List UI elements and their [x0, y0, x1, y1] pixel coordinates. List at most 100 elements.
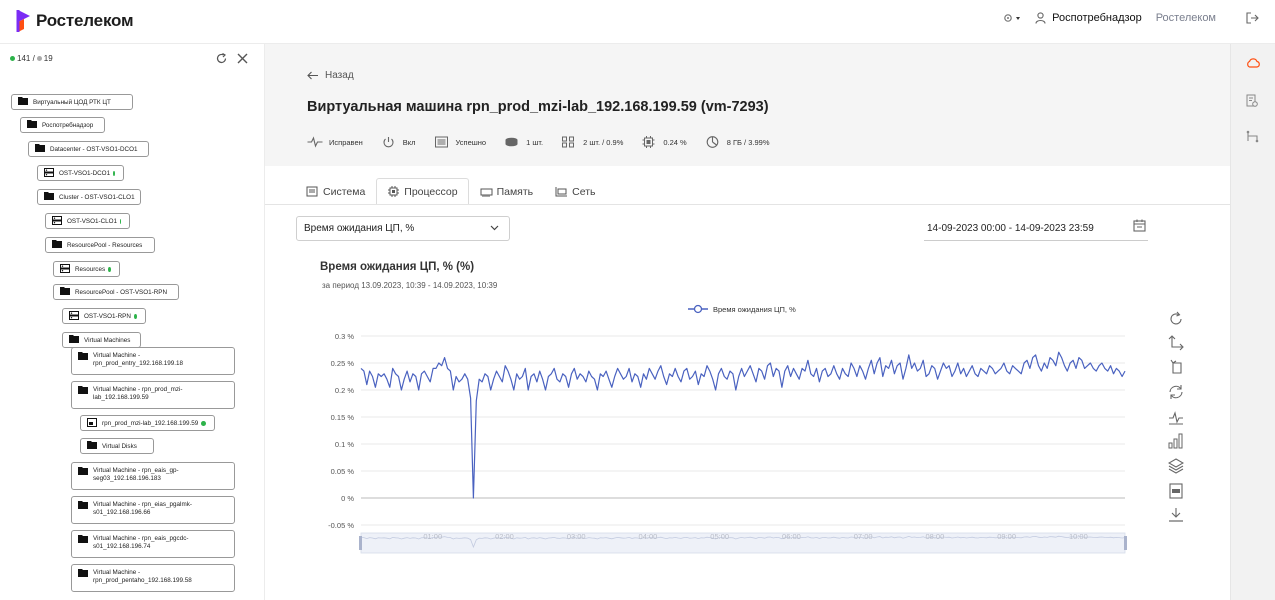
folder-icon [44, 192, 54, 202]
pulse-icon [307, 136, 323, 148]
close-icon[interactable] [237, 51, 248, 69]
memory-icon [480, 188, 493, 197]
tree-item[interactable]: Роспотребнадзор [20, 117, 105, 133]
series-line[interactable] [360, 351, 1126, 499]
tree-item-label: rpn_prod_mzi-lab_192.168.199.59 [102, 419, 199, 427]
stat-value: 0.24 % [663, 137, 687, 147]
y-tick-label: 0.2 % [335, 386, 355, 395]
brand-name: Ростелеком [36, 11, 134, 30]
tree-item[interactable]: OST-VSO1-CLO1 [45, 213, 130, 229]
brand-logo[interactable]: Ростелеком [16, 9, 134, 33]
backup-icon [434, 136, 448, 148]
back-link[interactable]: Назад [307, 70, 354, 81]
tree-item-label: Cluster - OST-VSO1-CLO1 [59, 193, 135, 201]
chart-subtitle: за период 13.09.2023, 10:39 - 14.09.2023… [322, 281, 498, 290]
tab-network[interactable]: Сеть [544, 178, 606, 205]
chart-legend[interactable]: Время ожидания ЦП, % [688, 304, 796, 314]
arrow-left-icon [307, 71, 318, 80]
legend-label: Время ожидания ЦП, % [713, 305, 796, 314]
counter-ok: 141 / [17, 54, 35, 63]
zoom-handle-right[interactable] [1124, 536, 1127, 550]
tree-item[interactable]: Virtual Machine - rpn_eias_pgalmk-s01_19… [71, 496, 235, 524]
folder-icon [69, 335, 79, 345]
status-dot [120, 218, 121, 224]
stat-value: 1 шт. [526, 137, 544, 147]
zoom-tool[interactable] [1166, 334, 1186, 352]
report-icon[interactable] [1246, 94, 1258, 112]
tree-item[interactable]: ResourcePool - Resources [45, 237, 155, 253]
x-tick-label: 02:00 [495, 532, 514, 541]
restore-tool[interactable] [1166, 310, 1186, 328]
user-icon[interactable] [1035, 12, 1046, 24]
folder-icon [60, 287, 70, 297]
company-name[interactable]: Ростелеком [1155, 12, 1216, 24]
settings-icon[interactable] [1003, 12, 1021, 24]
tree-item[interactable]: Virtual Machine - rpn_prod_mzi-lab_192.1… [71, 381, 235, 409]
tree-item-label: Virtual Machines [84, 336, 131, 344]
tree-item[interactable]: rpn_prod_mzi-lab_192.168.199.59 [80, 415, 215, 431]
tree-item-label: Virtual Disks [102, 442, 137, 450]
metric-select[interactable]: Время ожидания ЦП, % [296, 216, 510, 241]
legend-marker [693, 304, 703, 314]
tree-item[interactable]: OST-VSO1-RPN [62, 308, 146, 324]
server-icon [60, 263, 70, 275]
tree-item[interactable]: Resources [53, 261, 120, 277]
tree-item[interactable]: Virtual Machines [62, 332, 141, 348]
tree-item[interactable]: OST-VSO1-DCO1 [37, 165, 124, 181]
stat-item: 8 ГБ / 3.99% [705, 136, 770, 148]
line-type-tool[interactable] [1166, 408, 1186, 426]
stack-tool[interactable] [1166, 457, 1186, 475]
user-org[interactable]: Роспотребнадзор [1052, 12, 1142, 24]
status-dot [108, 266, 111, 272]
x-tick-label: 08:00 [926, 532, 945, 541]
date-range-picker[interactable]: 14-09-2023 00:00 - 14-09-2023 23:59 [924, 216, 1148, 241]
tree-item[interactable]: Datacenter - OST-VSO1-DCO1 [28, 141, 149, 157]
x-tick-label: 07:00 [854, 532, 873, 541]
tree-item-label: Virtual Machine - rpn_eias_pgalmk-s01_19… [93, 501, 192, 516]
metric-select-value: Время ожидания ЦП, % [304, 223, 415, 234]
tree-item-label: OST-VSO1-DCO1 [59, 169, 111, 177]
vm-icon [87, 417, 97, 429]
logo-mark-icon [16, 10, 30, 32]
cpu-wait-chart[interactable]: Время ожидания ЦП, % -0.05 % 0 % 0.05 % 0.1 … [300, 296, 1150, 562]
bar-type-icon [1168, 433, 1183, 449]
y-tick-label: 0.1 % [335, 440, 355, 449]
tree-item[interactable]: Cluster - OST-VSO1-CLO1 [37, 189, 141, 205]
tree-item[interactable]: Virtual Disks [80, 438, 154, 454]
logout-icon[interactable] [1246, 12, 1259, 24]
cores-icon [562, 136, 575, 148]
tree-item[interactable]: Virtual Machine - rpn_prod_entry_192.168… [71, 347, 235, 375]
folder-icon [87, 441, 97, 451]
tree-item[interactable]: Virtual Machine - rpn_eais_pgcdc-s01_192… [71, 530, 235, 558]
right-rail [1230, 44, 1275, 600]
x-tick-label: 06:00 [782, 532, 801, 541]
tree-item[interactable]: Virtual Machine - rpn_eais_gp-seg03_192.… [71, 462, 235, 490]
tab-memory[interactable]: Память [469, 178, 545, 205]
zoom-back-icon [1170, 359, 1182, 374]
zoom-back-tool[interactable] [1166, 358, 1186, 376]
data-view-tool[interactable] [1166, 482, 1186, 500]
chevron-down-icon [490, 225, 499, 231]
cpu-icon [642, 136, 655, 148]
y-tick-label: 0.15 % [331, 413, 355, 422]
back-label: Назад [325, 70, 354, 81]
cloud-icon[interactable] [1246, 56, 1260, 74]
power-icon [383, 137, 394, 148]
tree-item[interactable]: Virtual Machine - rpn_prod_pentaho_192.1… [71, 564, 235, 592]
zoom-handle-left[interactable] [359, 536, 362, 550]
download-tool[interactable] [1166, 506, 1186, 524]
bar-type-tool[interactable] [1166, 432, 1186, 450]
refresh-tree-icon[interactable] [216, 51, 227, 69]
tree-item[interactable]: Виртуальный ЦОД РТК ЦТ [11, 94, 133, 110]
y-tick-label: 0.25 % [331, 359, 355, 368]
server-icon [44, 167, 54, 179]
calendar-icon[interactable] [1133, 219, 1146, 232]
topology-icon[interactable] [1246, 130, 1259, 148]
stat-item: 0.24 % [641, 136, 687, 148]
tree-item[interactable]: ResourcePool - OST-VSO1-RPN [53, 284, 179, 300]
server-icon [69, 310, 79, 322]
tab-cpu[interactable]: Процессор [376, 178, 469, 205]
tab-label: Сеть [572, 186, 596, 198]
tab-system[interactable]: Система [295, 178, 376, 205]
refresh-tool[interactable] [1166, 383, 1186, 401]
